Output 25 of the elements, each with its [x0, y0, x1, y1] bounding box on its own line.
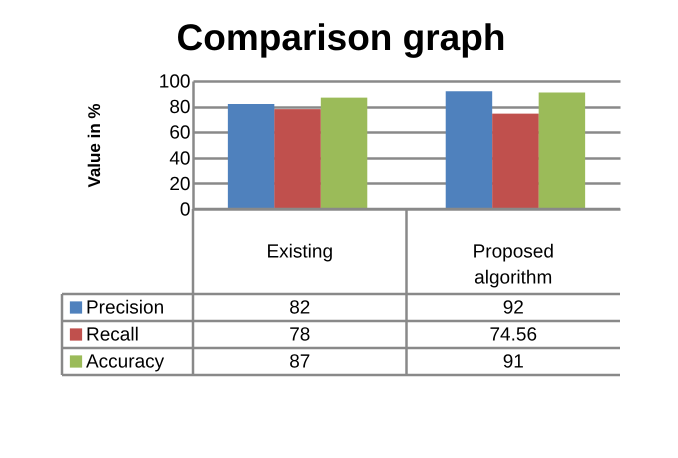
bar [492, 114, 539, 209]
legend-label: Precision [86, 298, 164, 318]
y-tick-label: 40 [169, 148, 190, 170]
x-tick-label: Proposed algorithm [472, 242, 554, 288]
bar [538, 92, 586, 209]
bar [228, 104, 274, 209]
data-label: 87 [289, 352, 310, 372]
y-tick-label: 60 [169, 122, 190, 144]
legend-label: Accuracy [86, 352, 165, 372]
y-tick-label: 100 [158, 72, 190, 92]
data-label: 82 [289, 298, 310, 318]
legend-label: Recall [86, 324, 139, 346]
bar [274, 109, 321, 209]
bar [446, 91, 492, 209]
data-label: 74.56 [489, 324, 538, 346]
data-label: 78 [289, 324, 310, 346]
y-tick-label: 0 [180, 200, 190, 220]
data-label: 92 [502, 298, 524, 318]
y-axis-title: Value in % [84, 103, 104, 188]
y-tick-label: 80 [169, 97, 190, 118]
data-label: 91 [502, 352, 524, 372]
chart-title: Comparison graph [176, 17, 506, 58]
bar [320, 98, 368, 209]
x-tick-label: Existing [266, 242, 334, 262]
y-tick-label: 20 [169, 174, 190, 195]
